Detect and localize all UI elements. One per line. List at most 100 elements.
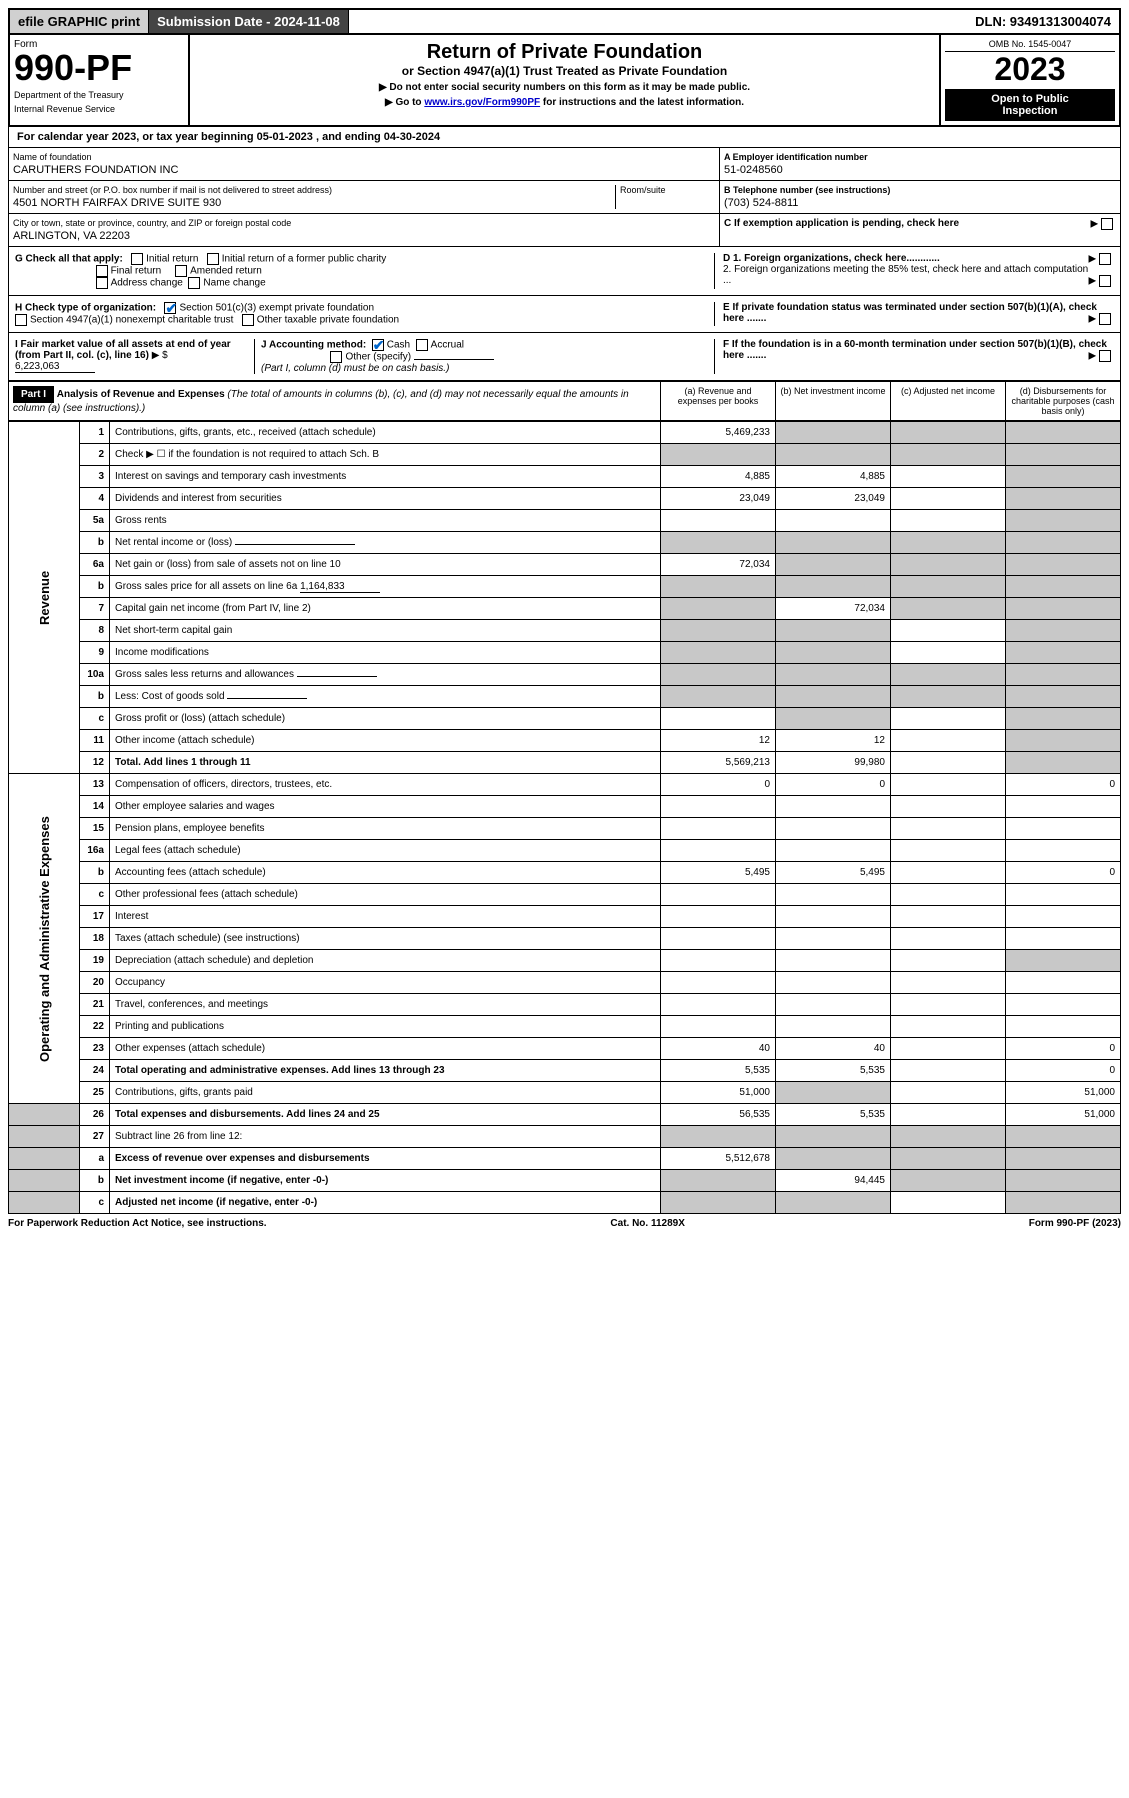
line-desc: Depreciation (attach schedule) and deple… xyxy=(110,950,661,972)
g-name-checkbox[interactable] xyxy=(188,277,200,289)
h-other-checkbox[interactable] xyxy=(242,314,254,326)
line-num: 6a xyxy=(80,554,110,576)
line-24-b: 5,535 xyxy=(776,1060,891,1082)
j-accrual-checkbox[interactable] xyxy=(416,339,428,351)
form-subtitle: or Section 4947(a)(1) Trust Treated as P… xyxy=(196,64,933,78)
line-desc: Total expenses and disbursements. Add li… xyxy=(110,1104,661,1126)
dept-treasury: Department of the Treasury xyxy=(14,90,184,100)
entity-info: Name of foundation CARUTHERS FOUNDATION … xyxy=(8,148,1121,247)
inspection-line1: Open to Public xyxy=(991,93,1069,105)
line-desc: Other income (attach schedule) xyxy=(110,730,661,752)
h-e-row: H Check type of organization: Section 50… xyxy=(8,296,1121,333)
g-final-checkbox[interactable] xyxy=(96,265,108,277)
name-label: Name of foundation xyxy=(13,152,715,162)
line-6b-val: 1,164,833 xyxy=(300,581,380,593)
i-value: 6,223,063 xyxy=(15,361,95,373)
h-4947-checkbox[interactable] xyxy=(15,314,27,326)
line-25-d: 51,000 xyxy=(1006,1082,1121,1104)
line-num: b xyxy=(80,1170,110,1192)
line-num: 10a xyxy=(80,664,110,686)
h-501c3-checkbox[interactable] xyxy=(164,302,176,314)
g-initial: Initial return xyxy=(146,254,198,265)
line-6a-a: 72,034 xyxy=(661,554,776,576)
line-3-a: 4,885 xyxy=(661,466,776,488)
line-desc: Total operating and administrative expen… xyxy=(110,1060,661,1082)
line-desc: Travel, conferences, and meetings xyxy=(110,994,661,1016)
line-num: 5a xyxy=(80,510,110,532)
form990pf-link[interactable]: www.irs.gov/Form990PF xyxy=(424,97,540,108)
line-24-a: 5,535 xyxy=(661,1060,776,1082)
instr-post: for instructions and the latest informat… xyxy=(540,97,744,108)
g-initial-former-checkbox[interactable] xyxy=(207,253,219,265)
foundation-address: 4501 NORTH FAIRFAX DRIVE SUITE 930 xyxy=(13,197,615,209)
f-checkbox[interactable] xyxy=(1099,350,1111,362)
form-header: Form 990-PF Department of the Treasury I… xyxy=(8,35,1121,127)
g-amended-checkbox[interactable] xyxy=(175,265,187,277)
line-num: c xyxy=(80,884,110,906)
dln: DLN: 93491313004074 xyxy=(967,10,1119,33)
cell-shaded xyxy=(1006,422,1121,444)
top-bar: efile GRAPHIC print Submission Date - 20… xyxy=(8,8,1121,35)
line-num: a xyxy=(80,1148,110,1170)
e-checkbox[interactable] xyxy=(1099,313,1111,325)
line-desc: Less: Cost of goods sold xyxy=(110,686,661,708)
line-desc: Interest xyxy=(110,906,661,928)
room-label: Room/suite xyxy=(620,185,715,195)
c-checkbox[interactable] xyxy=(1101,218,1113,230)
line-16b-d: 0 xyxy=(1006,862,1121,884)
line-12-b: 99,980 xyxy=(776,752,891,774)
foundation-city: ARLINGTON, VA 22203 xyxy=(13,230,715,242)
line-num: 2 xyxy=(80,444,110,466)
g-address-checkbox[interactable] xyxy=(96,277,108,289)
line-12-a: 5,569,213 xyxy=(661,752,776,774)
g-d-row: G Check all that apply: Initial return I… xyxy=(8,247,1121,296)
instr-ssn: ▶ Do not enter social security numbers o… xyxy=(196,82,933,93)
revenue-vlabel: Revenue xyxy=(9,422,80,774)
h-4947: Section 4947(a)(1) nonexempt charitable … xyxy=(30,315,233,326)
line-num: 27 xyxy=(80,1126,110,1148)
line-desc: Contributions, gifts, grants, etc., rece… xyxy=(110,422,661,444)
line-4-b: 23,049 xyxy=(776,488,891,510)
footer-right: Form 990-PF (2023) xyxy=(1029,1218,1121,1229)
efile-print-button[interactable]: efile GRAPHIC print xyxy=(10,10,149,33)
col-c-header: (c) Adjusted net income xyxy=(890,382,1005,420)
j-cash: Cash xyxy=(387,340,410,351)
col-d-header: (d) Disbursements for charitable purpose… xyxy=(1005,382,1120,420)
submission-date: Submission Date - 2024-11-08 xyxy=(149,10,349,33)
line-num: 8 xyxy=(80,620,110,642)
line-desc: Gross sales less returns and allowances xyxy=(110,664,661,686)
line-desc: Other professional fees (attach schedule… xyxy=(110,884,661,906)
part1-badge: Part I xyxy=(13,386,54,403)
line-3-b: 4,885 xyxy=(776,466,891,488)
col-a-header: (a) Revenue and expenses per books xyxy=(660,382,775,420)
line-23-a: 40 xyxy=(661,1038,776,1060)
d1-checkbox[interactable] xyxy=(1099,253,1111,265)
line-26-d: 51,000 xyxy=(1006,1104,1121,1126)
g-initial-checkbox[interactable] xyxy=(131,253,143,265)
j-other-checkbox[interactable] xyxy=(330,351,342,363)
line-num: 19 xyxy=(80,950,110,972)
line-26-a: 56,535 xyxy=(661,1104,776,1126)
line-13-a: 0 xyxy=(661,774,776,796)
g-address: Address change xyxy=(111,278,183,289)
footer-mid: Cat. No. 11289X xyxy=(610,1218,684,1229)
d2-checkbox[interactable] xyxy=(1099,275,1111,287)
line-desc: Net rental income or (loss) xyxy=(110,532,661,554)
j-label: J Accounting method: xyxy=(261,340,366,351)
instr-link-row: ▶ Go to www.irs.gov/Form990PF for instru… xyxy=(196,97,933,108)
line-desc: Contributions, gifts, grants paid xyxy=(110,1082,661,1104)
line-desc: Other employee salaries and wages xyxy=(110,796,661,818)
g-final: Final return xyxy=(111,266,162,277)
j-accrual: Accrual xyxy=(431,340,464,351)
line-13-d: 0 xyxy=(1006,774,1121,796)
line-num: 14 xyxy=(80,796,110,818)
ij-f-row: I Fair market value of all assets at end… xyxy=(8,333,1121,381)
j-cash-checkbox[interactable] xyxy=(372,339,384,351)
line-desc: Occupancy xyxy=(110,972,661,994)
line-1-a: 5,469,233 xyxy=(661,422,776,444)
footer-left: For Paperwork Reduction Act Notice, see … xyxy=(8,1218,267,1229)
line-desc: Capital gain net income (from Part IV, l… xyxy=(110,598,661,620)
phone-value: (703) 524-8811 xyxy=(724,197,1116,209)
cell-shaded xyxy=(891,422,1006,444)
i-label: I Fair market value of all assets at end… xyxy=(15,339,231,361)
